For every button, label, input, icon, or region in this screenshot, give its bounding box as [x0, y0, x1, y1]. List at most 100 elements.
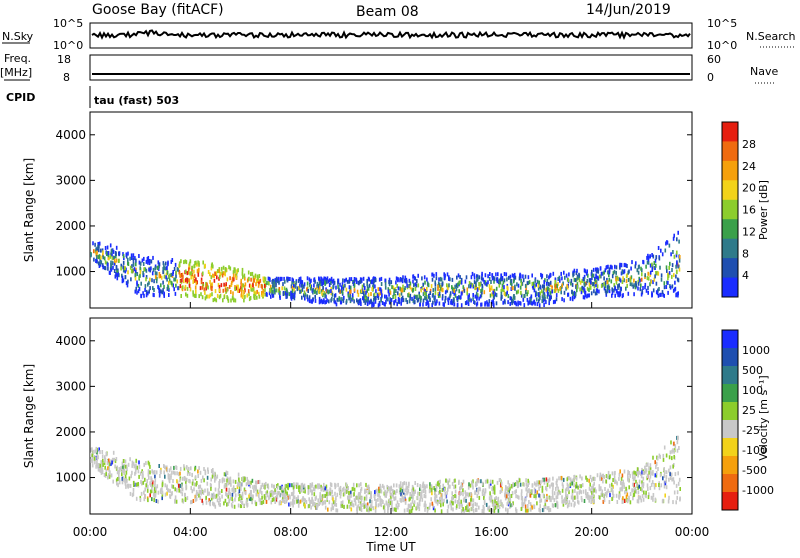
- power-scatter-cell: [235, 273, 238, 278]
- power-scatter-cell: [647, 257, 650, 262]
- power-scatter-cell: [438, 301, 441, 306]
- power-scatter-cell: [422, 292, 425, 297]
- velocity-scatter-cell: [160, 470, 162, 475]
- power-scatter-cell: [190, 275, 192, 280]
- velocity-scatter-cell: [246, 476, 248, 481]
- velocity-scatter-cell: [103, 461, 106, 466]
- velocity-scatter-cell: [128, 476, 131, 481]
- power-scatter-cell: [543, 303, 545, 307]
- power-scatter-cell: [165, 261, 167, 266]
- power-scatter-cell: [134, 276, 137, 281]
- power-scatter-cell: [419, 302, 421, 307]
- velocity-scatter-cell: [318, 485, 321, 489]
- velocity-scatter-cell: [378, 493, 380, 498]
- velocity-scatter-cell: [489, 479, 492, 484]
- power-scatter-cell: [488, 299, 491, 304]
- power-scatter-cell: [311, 288, 314, 293]
- power-scatter-cell: [427, 302, 430, 307]
- power-scatter-cell: [534, 301, 536, 306]
- power-scatter-cell: [665, 285, 668, 289]
- power-scatter-cell: [359, 277, 362, 282]
- velocity-scatter-cell: [121, 461, 124, 466]
- velocity-scatter-cell: [104, 458, 106, 463]
- velocity-scatter-cell: [522, 502, 525, 507]
- velocity-scatter-cell: [640, 498, 643, 503]
- velocity-scatter-cell: [139, 471, 142, 476]
- velocity-scatter-cell: [553, 498, 556, 503]
- power-scatter-cell: [633, 283, 635, 288]
- power-scatter-cell: [676, 262, 678, 267]
- velocity-scatter-cell: [641, 470, 643, 475]
- velocity-scatter-cell: [120, 466, 122, 471]
- velocity-scatter-cell: [147, 472, 150, 477]
- power-scatter-cell: [627, 278, 630, 282]
- velocity-scatter-cell: [108, 458, 110, 463]
- power-scatter-cell: [463, 288, 466, 293]
- velocity-scatter-cell: [623, 499, 626, 503]
- velocity-scatter-cell: [253, 488, 255, 493]
- velocity-scatter-cell: [442, 502, 444, 507]
- power-scatter-cell: [170, 281, 173, 286]
- velocity-scatter-cell: [629, 492, 632, 496]
- power-scatter-cell: [545, 281, 548, 286]
- velocity-scatter-cell: [188, 478, 190, 483]
- velocity-scatter-cell: [150, 489, 153, 493]
- velocity-scatter-cell: [600, 486, 602, 491]
- power-scatter-cell: [370, 292, 372, 296]
- velocity-scatter-cell: [656, 455, 658, 460]
- velocity-scatter-cell: [349, 504, 351, 509]
- velocity-scatter-cell: [599, 472, 602, 477]
- velocity-scatter-cell: [308, 504, 310, 509]
- velocity-scatter-cell: [461, 484, 463, 489]
- power-scatter-cell: [121, 275, 124, 280]
- velocity-scatter-cell: [133, 483, 135, 487]
- power-scatter-cell: [500, 291, 503, 296]
- velocity-scatter-cell: [241, 491, 244, 496]
- velocity-scatter-cell: [302, 497, 304, 502]
- power-scatter-cell: [498, 278, 501, 283]
- power-scatter-cell: [320, 289, 323, 294]
- power-scatter-cell: [412, 288, 414, 293]
- power-scatter-cell: [138, 254, 140, 258]
- velocity-scatter-cell: [636, 482, 638, 487]
- velocity-scatter-cell: [326, 489, 329, 494]
- velocity-scatter-cell: [207, 467, 209, 472]
- power-scatter-cell: [323, 291, 325, 296]
- velocity-scatter-cell: [541, 488, 544, 493]
- velocity-scatter-cell: [395, 508, 397, 512]
- velocity-scatter-cell: [183, 477, 186, 481]
- velocity-scatter-cell: [98, 447, 100, 452]
- velocity-scatter-cell: [476, 482, 478, 486]
- power-scatter-cell: [473, 273, 476, 278]
- power-scatter-cell: [525, 290, 527, 294]
- power-scatter-cell: [366, 298, 368, 303]
- velocity-scatter-cell: [331, 489, 333, 494]
- velocity-scatter-cell: [613, 471, 616, 476]
- power-scatter-cell: [526, 281, 529, 286]
- velocity-scatter-cell: [655, 483, 657, 488]
- velocity-scatter-cell: [212, 468, 214, 472]
- power-scatter-cell: [258, 274, 261, 278]
- velocity-scatter-cell: [199, 496, 202, 500]
- power-scatter-cell: [424, 289, 426, 293]
- velocity-scatter-cell: [452, 507, 454, 512]
- power-scatter-cell: [635, 283, 638, 288]
- power-scatter-cell: [186, 277, 189, 282]
- velocity-scatter-cell: [424, 507, 426, 512]
- velocity-colorbar-cell: [722, 402, 738, 421]
- power-scatter-cell: [289, 277, 291, 281]
- power-scatter-cell: [509, 281, 512, 286]
- power-scatter-cell: [613, 288, 615, 293]
- velocity-scatter-cell: [124, 479, 126, 484]
- power-scatter-cell: [454, 284, 456, 289]
- velocity-scatter-cell: [209, 502, 211, 507]
- power-scatter-cell: [264, 277, 267, 282]
- velocity-scatter-cell: [172, 484, 175, 489]
- velocity-scatter-cell: [320, 496, 323, 501]
- power-scatter-cell: [118, 258, 120, 263]
- power-scatter-cell: [574, 292, 577, 296]
- velocity-scatter-cell: [148, 475, 150, 480]
- velocity-scatter-cell: [618, 491, 621, 496]
- power-scatter-cell: [452, 289, 454, 294]
